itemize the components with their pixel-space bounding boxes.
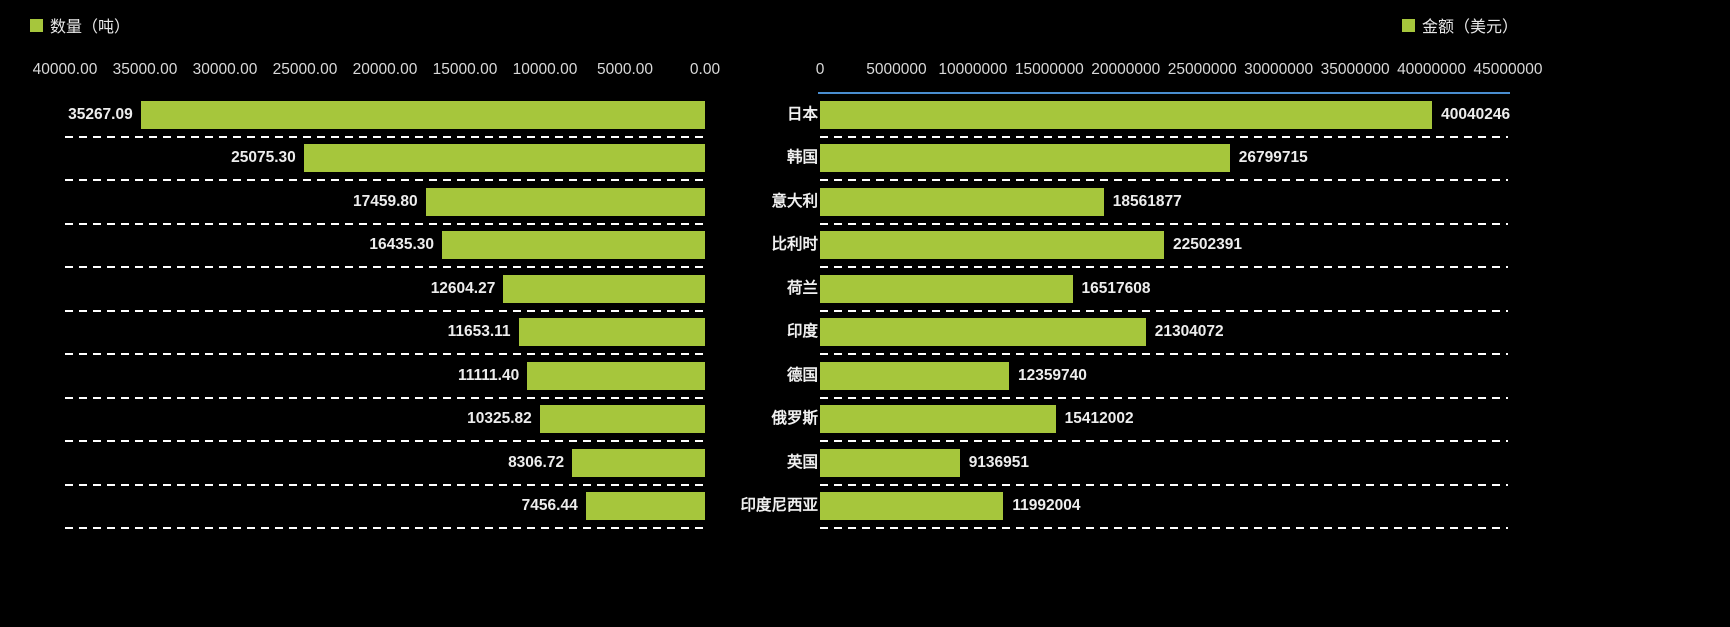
legend-quantity: 数量（吨） bbox=[30, 13, 130, 37]
quantity-bar bbox=[303, 144, 705, 173]
amount-value-label: 40040246 bbox=[1441, 105, 1511, 123]
category-label: 比利时 bbox=[771, 236, 818, 254]
amount-axis-tick: 30000000 bbox=[1244, 61, 1314, 78]
amount-bar bbox=[820, 100, 1433, 129]
quantity-bar bbox=[425, 187, 705, 216]
amount-value-label: 9136951 bbox=[968, 453, 1030, 471]
amount-axis-tick: 45000000 bbox=[1473, 61, 1543, 78]
category-label: 荷兰 bbox=[786, 279, 818, 297]
amount-value-label: 15412002 bbox=[1064, 410, 1134, 428]
row-separator bbox=[820, 483, 1508, 486]
row-separator bbox=[65, 396, 705, 399]
row-separator bbox=[820, 135, 1508, 138]
amount-axis-line bbox=[818, 92, 1510, 94]
row-separator bbox=[65, 353, 705, 355]
row-separator bbox=[820, 353, 1508, 355]
quantity-axis-tick: 10000.00 bbox=[512, 61, 578, 78]
legend-label-quantity: 数量（吨） bbox=[50, 19, 131, 36]
quantity-axis-tick: 40000.00 bbox=[32, 61, 98, 78]
category-label: 意大利 bbox=[771, 192, 818, 210]
amount-bar bbox=[820, 274, 1073, 303]
quantity-value-label: 11111.40 bbox=[457, 366, 520, 384]
row-separator bbox=[820, 266, 1508, 268]
quantity-value-label: 12604.27 bbox=[430, 279, 496, 297]
row-separator bbox=[820, 179, 1508, 181]
amount-value-label: 11992004 bbox=[1012, 497, 1081, 515]
row-separator bbox=[820, 222, 1508, 225]
amount-value-label: 12359740 bbox=[1017, 366, 1087, 384]
legend-swatch-quantity-icon bbox=[30, 18, 43, 32]
amount-bar bbox=[820, 492, 1004, 521]
category-label: 日本 bbox=[786, 105, 818, 123]
quantity-bar bbox=[527, 361, 705, 390]
quantity-axis-tick: 20000.00 bbox=[352, 61, 418, 78]
legend-swatch-amount-icon bbox=[1401, 18, 1415, 32]
quantity-value-label: 8306.72 bbox=[508, 453, 565, 471]
quantity-bar bbox=[503, 274, 705, 303]
category-label: 印度尼西亚 bbox=[740, 497, 818, 515]
amount-value-label: 18561877 bbox=[1112, 192, 1182, 210]
amount-axis-tick: 10000000 bbox=[938, 61, 1008, 78]
legend-amount: 金额（美元） bbox=[1401, 13, 1518, 37]
amount-axis-tick: 20000000 bbox=[1091, 61, 1161, 78]
quantity-bar bbox=[442, 231, 705, 260]
amount-bar bbox=[820, 187, 1104, 216]
category-label: 印度 bbox=[786, 323, 818, 341]
category-label: 韩国 bbox=[786, 149, 818, 167]
quantity-axis-tick: 30000.00 bbox=[192, 61, 258, 78]
amount-axis-tick: 5000000 bbox=[866, 61, 927, 78]
row-separator bbox=[65, 527, 705, 529]
row-separator bbox=[65, 135, 705, 138]
quantity-value-label: 16435.30 bbox=[369, 236, 435, 254]
quantity-axis-tick: 35000.00 bbox=[112, 61, 178, 78]
row-separator bbox=[820, 396, 1508, 399]
amount-bar bbox=[820, 361, 1009, 390]
amount-value-label: 21304072 bbox=[1154, 323, 1224, 341]
amount-bar bbox=[820, 448, 960, 477]
legend-label-amount: 金额（美元） bbox=[1421, 19, 1518, 36]
category-label: 俄罗斯 bbox=[771, 410, 818, 428]
quantity-bar bbox=[539, 405, 705, 434]
quantity-bar bbox=[140, 100, 705, 129]
row-separator bbox=[65, 179, 705, 181]
amount-value-label: 16517608 bbox=[1081, 279, 1151, 297]
amount-axis-tick: 35000000 bbox=[1320, 61, 1390, 78]
row-separator bbox=[820, 309, 1508, 312]
quantity-axis-tick: 5000.00 bbox=[596, 61, 654, 78]
row-separator bbox=[820, 440, 1508, 442]
row-separator bbox=[65, 440, 705, 442]
quantity-bar bbox=[518, 318, 705, 347]
category-label: 德国 bbox=[786, 366, 818, 384]
amount-bar bbox=[820, 318, 1146, 347]
amount-axis-tick: 40000000 bbox=[1397, 61, 1467, 78]
quantity-value-label: 7456.44 bbox=[521, 497, 578, 515]
row-separator bbox=[65, 222, 705, 225]
quantity-value-label: 11653.11 bbox=[447, 323, 511, 341]
amount-bar bbox=[820, 405, 1056, 434]
amount-bar bbox=[820, 144, 1230, 173]
row-separator bbox=[65, 483, 705, 486]
amount-axis-tick: 15000000 bbox=[1014, 61, 1084, 78]
amount-bar bbox=[820, 231, 1165, 260]
row-separator bbox=[65, 309, 705, 312]
amount-value-label: 22502391 bbox=[1173, 236, 1242, 254]
quantity-bar bbox=[572, 448, 705, 477]
quantity-axis-tick: 0.00 bbox=[689, 61, 721, 78]
quantity-axis-tick: 25000.00 bbox=[272, 61, 338, 78]
row-separator bbox=[65, 266, 705, 268]
quantity-value-label: 10325.82 bbox=[467, 410, 532, 428]
row-separator bbox=[820, 527, 1508, 529]
quantity-value-label: 17459.80 bbox=[353, 192, 418, 210]
quantity-bar bbox=[585, 492, 705, 521]
amount-axis-tick: 25000000 bbox=[1167, 61, 1237, 78]
quantity-axis-tick: 15000.00 bbox=[432, 61, 498, 78]
quantity-value-label: 35267.09 bbox=[68, 105, 133, 123]
amount-axis-tick: 0 bbox=[815, 61, 825, 78]
category-label: 英国 bbox=[786, 453, 818, 471]
quantity-value-label: 25075.30 bbox=[231, 149, 296, 167]
amount-value-label: 26799715 bbox=[1238, 149, 1308, 167]
